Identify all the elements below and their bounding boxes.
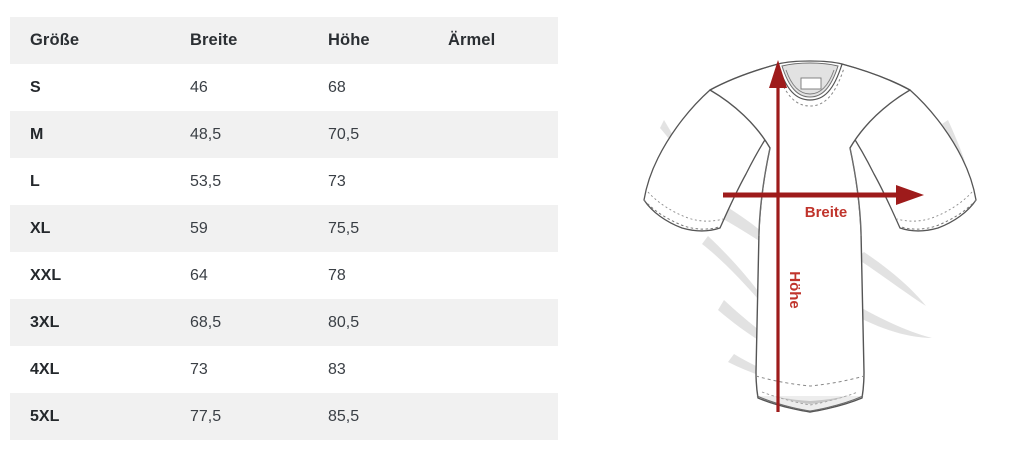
cell-breite: 68,5 <box>190 313 222 331</box>
cell-aermel <box>428 64 558 111</box>
neck-label-tag <box>800 77 822 90</box>
cell-size: 4XL <box>30 360 60 378</box>
cell-aermel <box>428 393 558 440</box>
t-shirt-measurement-diagram: Breite Höhe <box>596 0 1024 464</box>
cell-size: 3XL <box>30 313 60 331</box>
right-shoulder-seam <box>841 63 911 91</box>
height-measurement-label: Höhe <box>786 271 803 309</box>
size-table: Größe Breite Höhe Ärmel S 46 68 M 48,5 7… <box>10 17 558 440</box>
cell-size: L <box>30 172 40 190</box>
bottom-hem-edge-inner <box>761 391 859 406</box>
bottom-hem-shadow <box>774 395 850 404</box>
cell-aermel <box>428 158 558 205</box>
cell-size: XXL <box>30 266 62 284</box>
cell-aermel <box>428 252 558 299</box>
cell-hoehe: 73 <box>328 172 346 190</box>
table-row: XXL 64 78 <box>10 252 558 299</box>
cell-aermel <box>428 299 558 346</box>
bottom-hem-stitch <box>755 375 865 387</box>
width-arrow-head-icon <box>896 185 924 205</box>
right-side-seam <box>849 147 862 237</box>
size-table-header: Größe Breite Höhe Ärmel <box>10 17 558 64</box>
collar-inner-line <box>785 69 835 95</box>
cell-size: XL <box>30 219 51 237</box>
size-table-container: Größe Breite Höhe Ärmel S 46 68 M 48,5 7… <box>10 17 558 440</box>
height-arrow-head-icon <box>769 60 787 88</box>
column-header-breite: Breite <box>190 31 238 49</box>
cell-breite: 77,5 <box>190 407 222 425</box>
cell-breite: 46 <box>190 78 208 96</box>
column-header-hoehe: Höhe <box>328 31 370 49</box>
width-measurement-label: Breite <box>805 204 848 221</box>
table-row: 4XL 73 83 <box>10 346 558 393</box>
cell-hoehe: 75,5 <box>328 219 360 237</box>
cell-hoehe: 80,5 <box>328 313 360 331</box>
cell-size: M <box>30 125 44 143</box>
table-row: M 48,5 70,5 <box>10 111 558 158</box>
column-header-aermel: Ärmel <box>448 31 496 49</box>
size-table-body: S 46 68 M 48,5 70,5 L 53,5 73 <box>10 64 558 440</box>
cell-size: S <box>30 78 41 96</box>
table-row: 3XL 68,5 80,5 <box>10 299 558 346</box>
table-row: L 53,5 73 <box>10 158 558 205</box>
cell-hoehe: 68 <box>328 78 346 96</box>
left-shoulder-seam <box>709 63 779 91</box>
table-row: 5XL 77,5 85,5 <box>10 393 558 440</box>
cell-breite: 59 <box>190 219 208 237</box>
cell-aermel <box>428 205 558 252</box>
left-side-seam <box>758 147 771 237</box>
shirt-illustration <box>643 60 977 413</box>
cell-breite: 53,5 <box>190 172 222 190</box>
cell-breite: 73 <box>190 360 208 378</box>
cell-aermel <box>428 111 558 158</box>
cell-hoehe: 78 <box>328 266 346 284</box>
table-row: XL 59 75,5 <box>10 205 558 252</box>
column-header-groesse: Größe <box>30 31 80 49</box>
cell-hoehe: 83 <box>328 360 346 378</box>
table-row: S 46 68 <box>10 64 558 111</box>
measurement-arrows: Breite Höhe <box>723 60 924 412</box>
cell-breite: 48,5 <box>190 125 222 143</box>
table-header-row: Größe Breite Höhe Ärmel <box>10 17 558 64</box>
cell-size: 5XL <box>30 407 60 425</box>
cell-aermel <box>428 346 558 393</box>
cell-breite: 64 <box>190 266 208 284</box>
cell-hoehe: 85,5 <box>328 407 360 425</box>
cell-hoehe: 70,5 <box>328 125 360 143</box>
